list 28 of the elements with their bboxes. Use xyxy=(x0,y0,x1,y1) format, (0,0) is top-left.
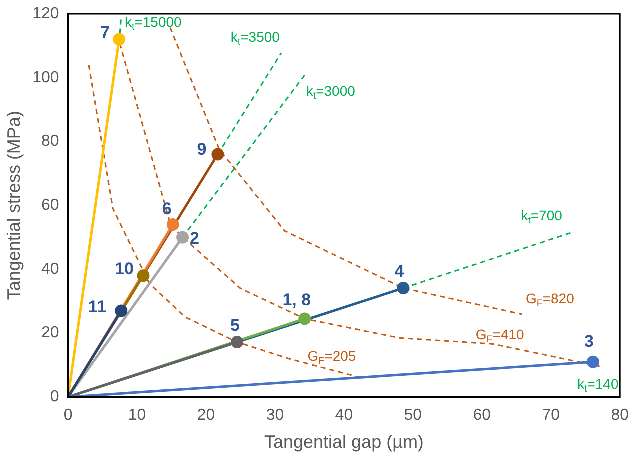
x-tick-label: 20 xyxy=(197,407,216,424)
x-tick-label: 10 xyxy=(128,407,146,424)
x-axis-title: Tangential gap (µm) xyxy=(264,432,424,452)
y-tick-label: 60 xyxy=(42,197,60,214)
annotation: 10 xyxy=(115,260,134,279)
y-tick-label: 20 xyxy=(42,324,60,342)
annotation: 2 xyxy=(190,229,200,248)
annotation: 11 xyxy=(88,298,106,317)
x-tick-label: 40 xyxy=(335,407,354,424)
annotation: 4 xyxy=(394,262,405,281)
y-axis-title: Tangential stress (MPa) xyxy=(4,111,24,300)
annotation: 7 xyxy=(100,23,110,42)
y-tick-label: 100 xyxy=(32,69,60,86)
annotation: 9 xyxy=(197,140,207,160)
x-tick-label: 30 xyxy=(266,407,284,424)
y-tick-label: 0 xyxy=(50,388,60,406)
x-tick-label: 0 xyxy=(64,407,73,424)
y-tick-label: 80 xyxy=(42,133,60,150)
annotation: 5 xyxy=(230,316,240,335)
annotation: 3 xyxy=(584,332,594,351)
x-tick-label: 70 xyxy=(542,407,560,424)
y-tick-label: 120 xyxy=(32,5,60,22)
x-tick-label: 50 xyxy=(404,407,422,424)
x-tick-label: 60 xyxy=(473,407,492,424)
x-tick-label: 80 xyxy=(611,407,630,424)
annotation: 1, 8 xyxy=(282,290,312,310)
annotation: 6 xyxy=(162,199,172,218)
y-tick-label: 40 xyxy=(42,260,60,278)
